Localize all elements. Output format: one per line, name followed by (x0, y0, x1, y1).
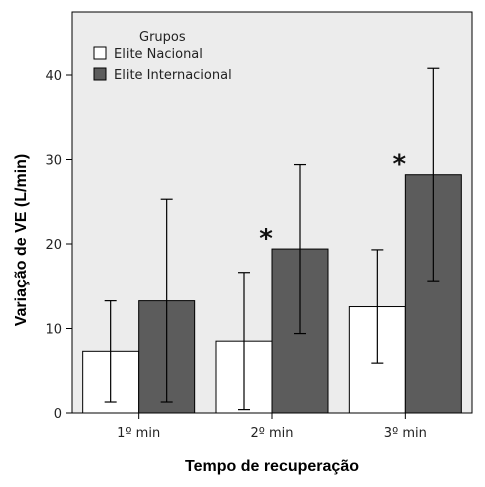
x-axis: 1º min 2º min 3º min (117, 413, 427, 441)
legend-label-elite-nacional: Elite Nacional (114, 47, 203, 62)
x-tick-label: 2º min (250, 426, 293, 441)
y-tick-label: 0 (54, 407, 62, 422)
y-tick-label: 40 (45, 69, 62, 84)
y-tick-label: 30 (45, 154, 62, 169)
y-axis-title: Variação de VE (L/min) (13, 154, 30, 327)
legend-label-elite-internacional: Elite Internacional (114, 68, 232, 83)
y-axis: 0 10 20 30 40 (45, 69, 72, 422)
x-tick-label: 3º min (384, 426, 427, 441)
legend-title: Grupos (139, 30, 186, 45)
y-tick-label: 20 (45, 238, 62, 253)
significance-asterisk: * (259, 224, 273, 254)
annotations-layer: ** (259, 150, 406, 254)
legend-swatch-elite-nacional (93, 46, 107, 60)
error-bars-layer (104, 67, 440, 411)
legend-swatch-elite-internacional (93, 67, 107, 81)
x-axis-title: Tempo de recuperação (185, 458, 359, 475)
x-tick-label: 1º min (117, 426, 160, 441)
significance-asterisk: * (393, 150, 407, 180)
legend: Grupos Elite Nacional Elite Internaciona… (93, 30, 232, 83)
y-tick-label: 10 (45, 323, 62, 338)
